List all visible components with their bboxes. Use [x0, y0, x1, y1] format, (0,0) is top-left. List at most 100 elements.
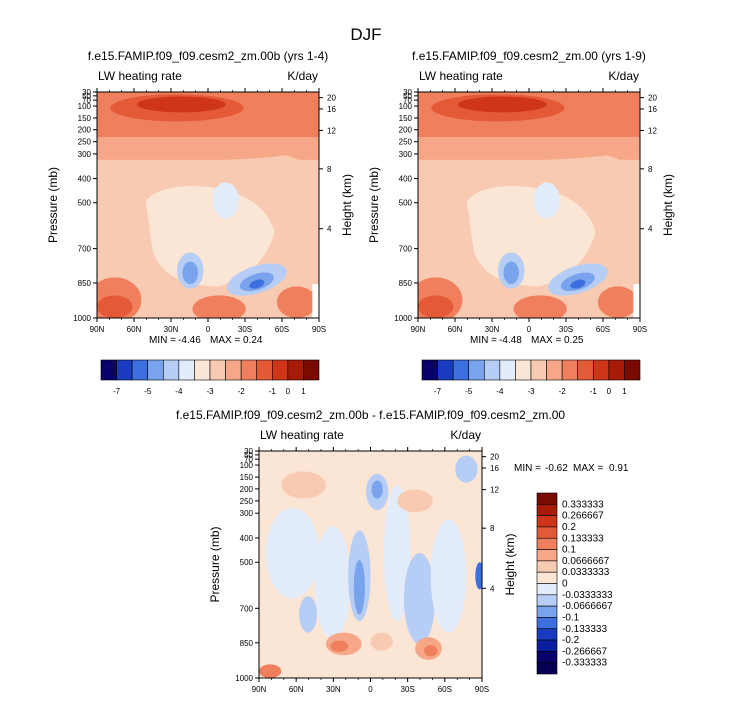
x-tick-label: 90S	[312, 325, 326, 334]
panel-title: f.e15.FAMIP.f09_f09.cesm2_zm.00b - f.e15…	[176, 408, 565, 422]
x-tick-label: 90S	[633, 325, 647, 334]
colorbar-tick-label: -1	[590, 387, 598, 396]
figure-title: DJF	[350, 25, 381, 44]
units-label: K/day	[450, 428, 481, 442]
y-tick-label: 200	[399, 126, 413, 135]
colorbar-swatch	[209, 359, 226, 381]
colorbar-swatch	[162, 359, 180, 381]
y2-axis-title: Height (km)	[340, 174, 354, 236]
colorbar-tick-label: -7	[434, 387, 442, 396]
field-surface-right	[276, 286, 317, 318]
colorbar-tick-label: 0.266667	[562, 511, 604, 522]
colorbar-swatch	[178, 359, 195, 381]
field-surface-left-core	[418, 295, 454, 318]
colorbar-swatch	[608, 359, 625, 381]
y2-tick-label: 12	[327, 126, 336, 135]
y-tick-label: 300	[240, 509, 254, 518]
x-tick-label: 90N	[252, 685, 267, 694]
y-axis-title: Pressure (mb)	[208, 526, 222, 602]
colorbar-swatch	[100, 359, 117, 381]
y2-tick-label: 20	[327, 94, 336, 103]
field-surface-mid	[513, 295, 567, 318]
y-tick-label: 250	[399, 138, 413, 147]
panel-2-field	[418, 92, 640, 318]
colorbar-swatch	[437, 359, 454, 381]
field-cool-cell-b-core	[249, 279, 265, 289]
y-tick-label: 70	[403, 96, 412, 105]
y-tick-label: 1000	[235, 674, 253, 683]
colorbar-swatch	[452, 359, 470, 381]
y-tick-label: 850	[399, 279, 413, 288]
colorbar-tick-label: 0	[562, 579, 568, 590]
colorbar-tick-label: -4	[496, 387, 504, 396]
field-band-mid	[418, 137, 640, 160]
x-tick-label: 30S	[401, 685, 415, 694]
colorbar-swatch	[536, 662, 558, 675]
y2-tick-label: 20	[648, 94, 657, 103]
y-tick-label: 500	[240, 558, 254, 567]
y2-tick-label: 16	[648, 105, 657, 114]
y-tick-label: 50	[82, 92, 91, 101]
colorbar-swatch	[536, 571, 558, 584]
colorbar-swatch	[536, 639, 558, 652]
field-surface-mid	[192, 295, 246, 318]
colorbar-tick-label: 0.133333	[562, 533, 604, 544]
y-tick-label: 400	[78, 175, 92, 184]
min-label: MIN =	[470, 335, 497, 346]
y2-tick-label: 12	[648, 126, 657, 135]
colorbar-swatch	[530, 359, 547, 381]
y-tick-label: 300	[399, 150, 413, 159]
colorbar-swatch	[225, 359, 242, 381]
colorbar-swatch	[536, 560, 558, 573]
diff-negative-cell	[371, 480, 383, 499]
colorbar-tick-label: 1	[301, 387, 306, 396]
colorbar-tick-label: 0.1	[562, 545, 576, 556]
colorbar-tick-label: -1	[269, 387, 277, 396]
field-name-label: LW heating rate	[419, 69, 503, 83]
x-tick-label: 30N	[485, 325, 500, 334]
colorbar-tick-label: -0.2	[562, 635, 580, 646]
colorbar-swatch	[536, 583, 558, 596]
panel-title: f.e15.FAMIP.f09_f09.cesm2_zm.00 (yrs 1-9…	[412, 49, 646, 63]
colorbar-swatch	[536, 537, 558, 550]
x-tick-label: 0	[368, 685, 373, 694]
colorbar-swatch	[515, 359, 532, 381]
y-tick-label: 850	[240, 639, 254, 648]
y-tick-label: 400	[399, 175, 413, 184]
colorbar-tick-label: -0.266667	[562, 646, 607, 657]
field-pale-spot	[533, 182, 561, 219]
y-tick-label: 150	[78, 114, 92, 123]
max-label: MAX =	[531, 335, 561, 346]
colorbar-swatch	[256, 359, 273, 381]
y-tick-label: 50	[403, 92, 412, 101]
colorbar-swatch	[421, 359, 438, 381]
y-tick-label: 200	[240, 485, 254, 494]
colorbar-tick-label: -2	[238, 387, 246, 396]
colorbar-tick-label: -2	[559, 387, 567, 396]
field-cool-cell-b-core	[570, 279, 586, 289]
diff-negative-cell	[383, 485, 411, 622]
max-label: MAX =	[210, 335, 240, 346]
diff-negative-cell	[455, 455, 478, 483]
diff-positive-cell	[370, 632, 393, 651]
colorbar-swatch	[499, 359, 516, 381]
y2-tick-label: 8	[490, 524, 495, 533]
y-tick-label: 100	[399, 102, 413, 111]
x-tick-label: 60N	[289, 685, 304, 694]
y-tick-label: 1000	[73, 314, 91, 323]
min-value: -0.62	[545, 463, 568, 474]
y-tick-label: 30	[244, 447, 253, 456]
colorbar-swatch	[577, 359, 594, 381]
y2-tick-label: 4	[327, 225, 332, 234]
y2-tick-label: 8	[327, 165, 332, 174]
diff-negative-cell	[353, 559, 365, 615]
colorbar-tick-label: -7	[113, 387, 121, 396]
panel-1-field	[97, 92, 319, 318]
colorbar-swatch	[624, 359, 641, 381]
y-tick-label: 500	[78, 199, 92, 208]
field-name-label: LW heating rate	[98, 69, 182, 83]
colorbar-swatch	[131, 359, 149, 381]
colorbar-swatch	[271, 359, 289, 381]
x-tick-label: 0	[527, 325, 532, 334]
y-tick-label: 30	[82, 88, 91, 97]
